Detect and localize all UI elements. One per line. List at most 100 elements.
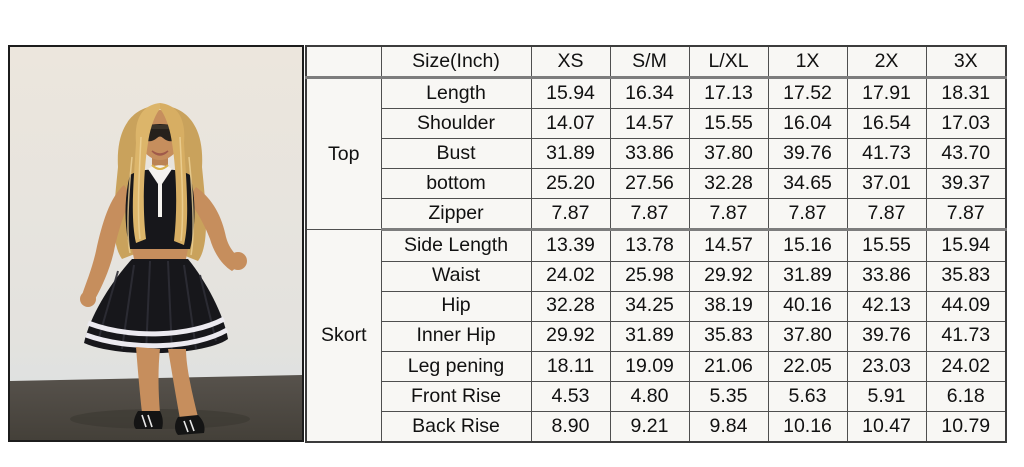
value-cell-hip-1X: 40.16 (767, 290, 848, 322)
size-header-XS: XS (530, 45, 611, 80)
value-cell-zipper-S/M: 7.87 (609, 198, 690, 232)
value-cell-shoulder-S/M: 14.57 (609, 108, 690, 140)
measure-label-cell: Back Rise (380, 410, 532, 443)
unit-header-cell: Size(Inch) (380, 45, 532, 80)
corner-cell (305, 45, 382, 80)
size-header-S/M: S/M (609, 45, 690, 80)
value-cell-inner-hip-XS: 29.92 (530, 320, 611, 352)
size-header-3X: 3X (925, 45, 1007, 80)
value-cell-inner-hip-S/M: 31.89 (609, 320, 690, 352)
value-cell-zipper-1X: 7.87 (767, 198, 848, 232)
model-shoe-right (175, 415, 205, 435)
model-collar (148, 165, 172, 187)
model-shoe-left (133, 411, 163, 429)
model-smile (151, 150, 169, 156)
value-cell-length-2X: 17.91 (846, 77, 927, 110)
measure-label-cell: Length (380, 77, 532, 110)
value-cell-length-3X: 18.31 (925, 77, 1007, 110)
value-cell-shoulder-2X: 16.54 (846, 108, 927, 140)
value-cell-hip-2X: 42.13 (846, 290, 927, 322)
value-cell-hip-L/XL: 38.19 (688, 290, 769, 322)
measure-label-cell: Leg pening (380, 350, 532, 382)
measure-label-cell: Waist (380, 260, 532, 292)
value-cell-bottom-2X: 37.01 (846, 168, 927, 200)
value-cell-inner-hip-L/XL: 35.83 (688, 320, 769, 352)
value-cell-waist-XS: 24.02 (530, 260, 611, 292)
value-cell-bust-S/M: 33.86 (609, 138, 690, 170)
value-cell-bottom-1X: 34.65 (767, 168, 848, 200)
measure-label-cell: Front Rise (380, 380, 532, 412)
size-header-2X: 2X (846, 45, 927, 80)
value-cell-hip-XS: 32.28 (530, 290, 611, 322)
value-cell-bust-XS: 31.89 (530, 138, 611, 170)
value-cell-inner-hip-1X: 37.80 (767, 320, 848, 352)
value-cell-bust-3X: 43.70 (925, 138, 1007, 170)
value-cell-front-rise-XS: 4.53 (530, 380, 611, 412)
value-cell-leg-pening-S/M: 19.09 (609, 350, 690, 382)
value-cell-leg-pening-2X: 23.03 (846, 350, 927, 382)
value-cell-waist-3X: 35.83 (925, 260, 1007, 292)
measure-label-cell: bottom (380, 168, 532, 200)
value-cell-length-L/XL: 17.13 (688, 77, 769, 110)
value-cell-leg-pening-1X: 22.05 (767, 350, 848, 382)
size-chart: Size(Inch) XS S/M L/XL 1X 2X 3X Top Length 15.94 1… (305, 45, 1007, 443)
value-cell-bottom-3X: 39.37 (925, 168, 1007, 200)
value-cell-front-rise-L/XL: 5.35 (688, 380, 769, 412)
model-hair (114, 105, 160, 259)
value-cell-waist-L/XL: 29.92 (688, 260, 769, 292)
value-cell-front-rise-S/M: 4.80 (609, 380, 690, 412)
model-illustration (10, 47, 302, 440)
value-cell-zipper-L/XL: 7.87 (688, 198, 769, 232)
measure-label-cell: Side Length (380, 229, 532, 262)
value-cell-length-S/M: 16.34 (609, 77, 690, 110)
value-cell-inner-hip-2X: 39.76 (846, 320, 927, 352)
table-row-front-rise: Front Rise 4.53 4.80 5.35 5.63 5.91 6.18 (306, 380, 1007, 412)
table-row-hip: Hip 32.28 34.25 38.19 40.16 42.13 44.09 (306, 290, 1007, 322)
measure-label-cell: Bust (380, 138, 532, 170)
value-cell-back-rise-XS: 8.90 (530, 410, 611, 443)
measure-label-cell: Shoulder (380, 108, 532, 140)
value-cell-bottom-L/XL: 32.28 (688, 168, 769, 200)
value-cell-shoulder-1X: 16.04 (767, 108, 848, 140)
table-row-length: Top Length 15.94 16.34 17.13 17.52 17.91 18.31 (305, 77, 1007, 231)
group-cell-top: Top (305, 77, 382, 231)
skort-stripe-upper (87, 316, 226, 337)
value-cell-shoulder-XS: 14.07 (530, 108, 611, 140)
value-cell-bottom-S/M: 27.56 (609, 168, 690, 200)
measure-label-cell: Inner Hip (380, 320, 532, 352)
value-cell-waist-2X: 33.86 (846, 260, 927, 292)
value-cell-inner-hip-3X: 41.73 (925, 320, 1007, 352)
value-cell-back-rise-1X: 10.16 (767, 410, 848, 443)
value-cell-hip-S/M: 34.25 (609, 290, 690, 322)
table-row-side-length: Skort Side Length 13.39 13.78 14.57 15.16 15.5… (305, 229, 1007, 443)
table-row-leg-pening: Leg pening 18.11 19.09 21.06 22.05 23.03 24.02 (306, 350, 1007, 382)
value-cell-back-rise-2X: 10.47 (846, 410, 927, 443)
value-cell-side-length-1X: 15.16 (767, 229, 848, 262)
value-cell-back-rise-S/M: 9.21 (609, 410, 690, 443)
size-chart-body: Size(Inch) XS S/M L/XL 1X 2X 3X Top Length 15.94 1… (305, 45, 1007, 443)
value-cell-zipper-2X: 7.87 (846, 198, 927, 232)
value-cell-leg-pening-3X: 24.02 (925, 350, 1007, 382)
value-cell-shoulder-L/XL: 15.55 (688, 108, 769, 140)
skort-stripe-lower (85, 327, 229, 349)
table-row-waist: Waist 24.02 25.98 29.92 31.89 33.86 35.83 (306, 260, 1007, 292)
model-arm (82, 185, 132, 301)
value-cell-zipper-3X: 7.87 (925, 198, 1007, 232)
value-cell-length-XS: 15.94 (530, 77, 611, 110)
model-zipper (158, 183, 162, 217)
value-cell-length-1X: 17.52 (767, 77, 848, 110)
size-header-1X: 1X (767, 45, 848, 80)
table-row-bust: Bust 31.89 33.86 37.80 39.76 41.73 43.70 (306, 138, 1007, 170)
value-cell-waist-1X: 31.89 (767, 260, 848, 292)
value-cell-front-rise-3X: 6.18 (925, 380, 1007, 412)
size-chart-table: Size(Inch) XS S/M L/XL 1X 2X 3X Top Length 15.94 1… (305, 45, 1007, 443)
value-cell-bust-2X: 41.73 (846, 138, 927, 170)
measure-label-cell: Zipper (380, 198, 532, 232)
value-cell-bust-1X: 39.76 (767, 138, 848, 170)
value-cell-back-rise-L/XL: 9.84 (688, 410, 769, 443)
model-legs (136, 347, 160, 413)
value-cell-hip-3X: 44.09 (925, 290, 1007, 322)
model-raised-arm (188, 187, 242, 271)
value-cell-bust-L/XL: 37.80 (688, 138, 769, 170)
value-cell-back-rise-3X: 10.79 (925, 410, 1007, 443)
